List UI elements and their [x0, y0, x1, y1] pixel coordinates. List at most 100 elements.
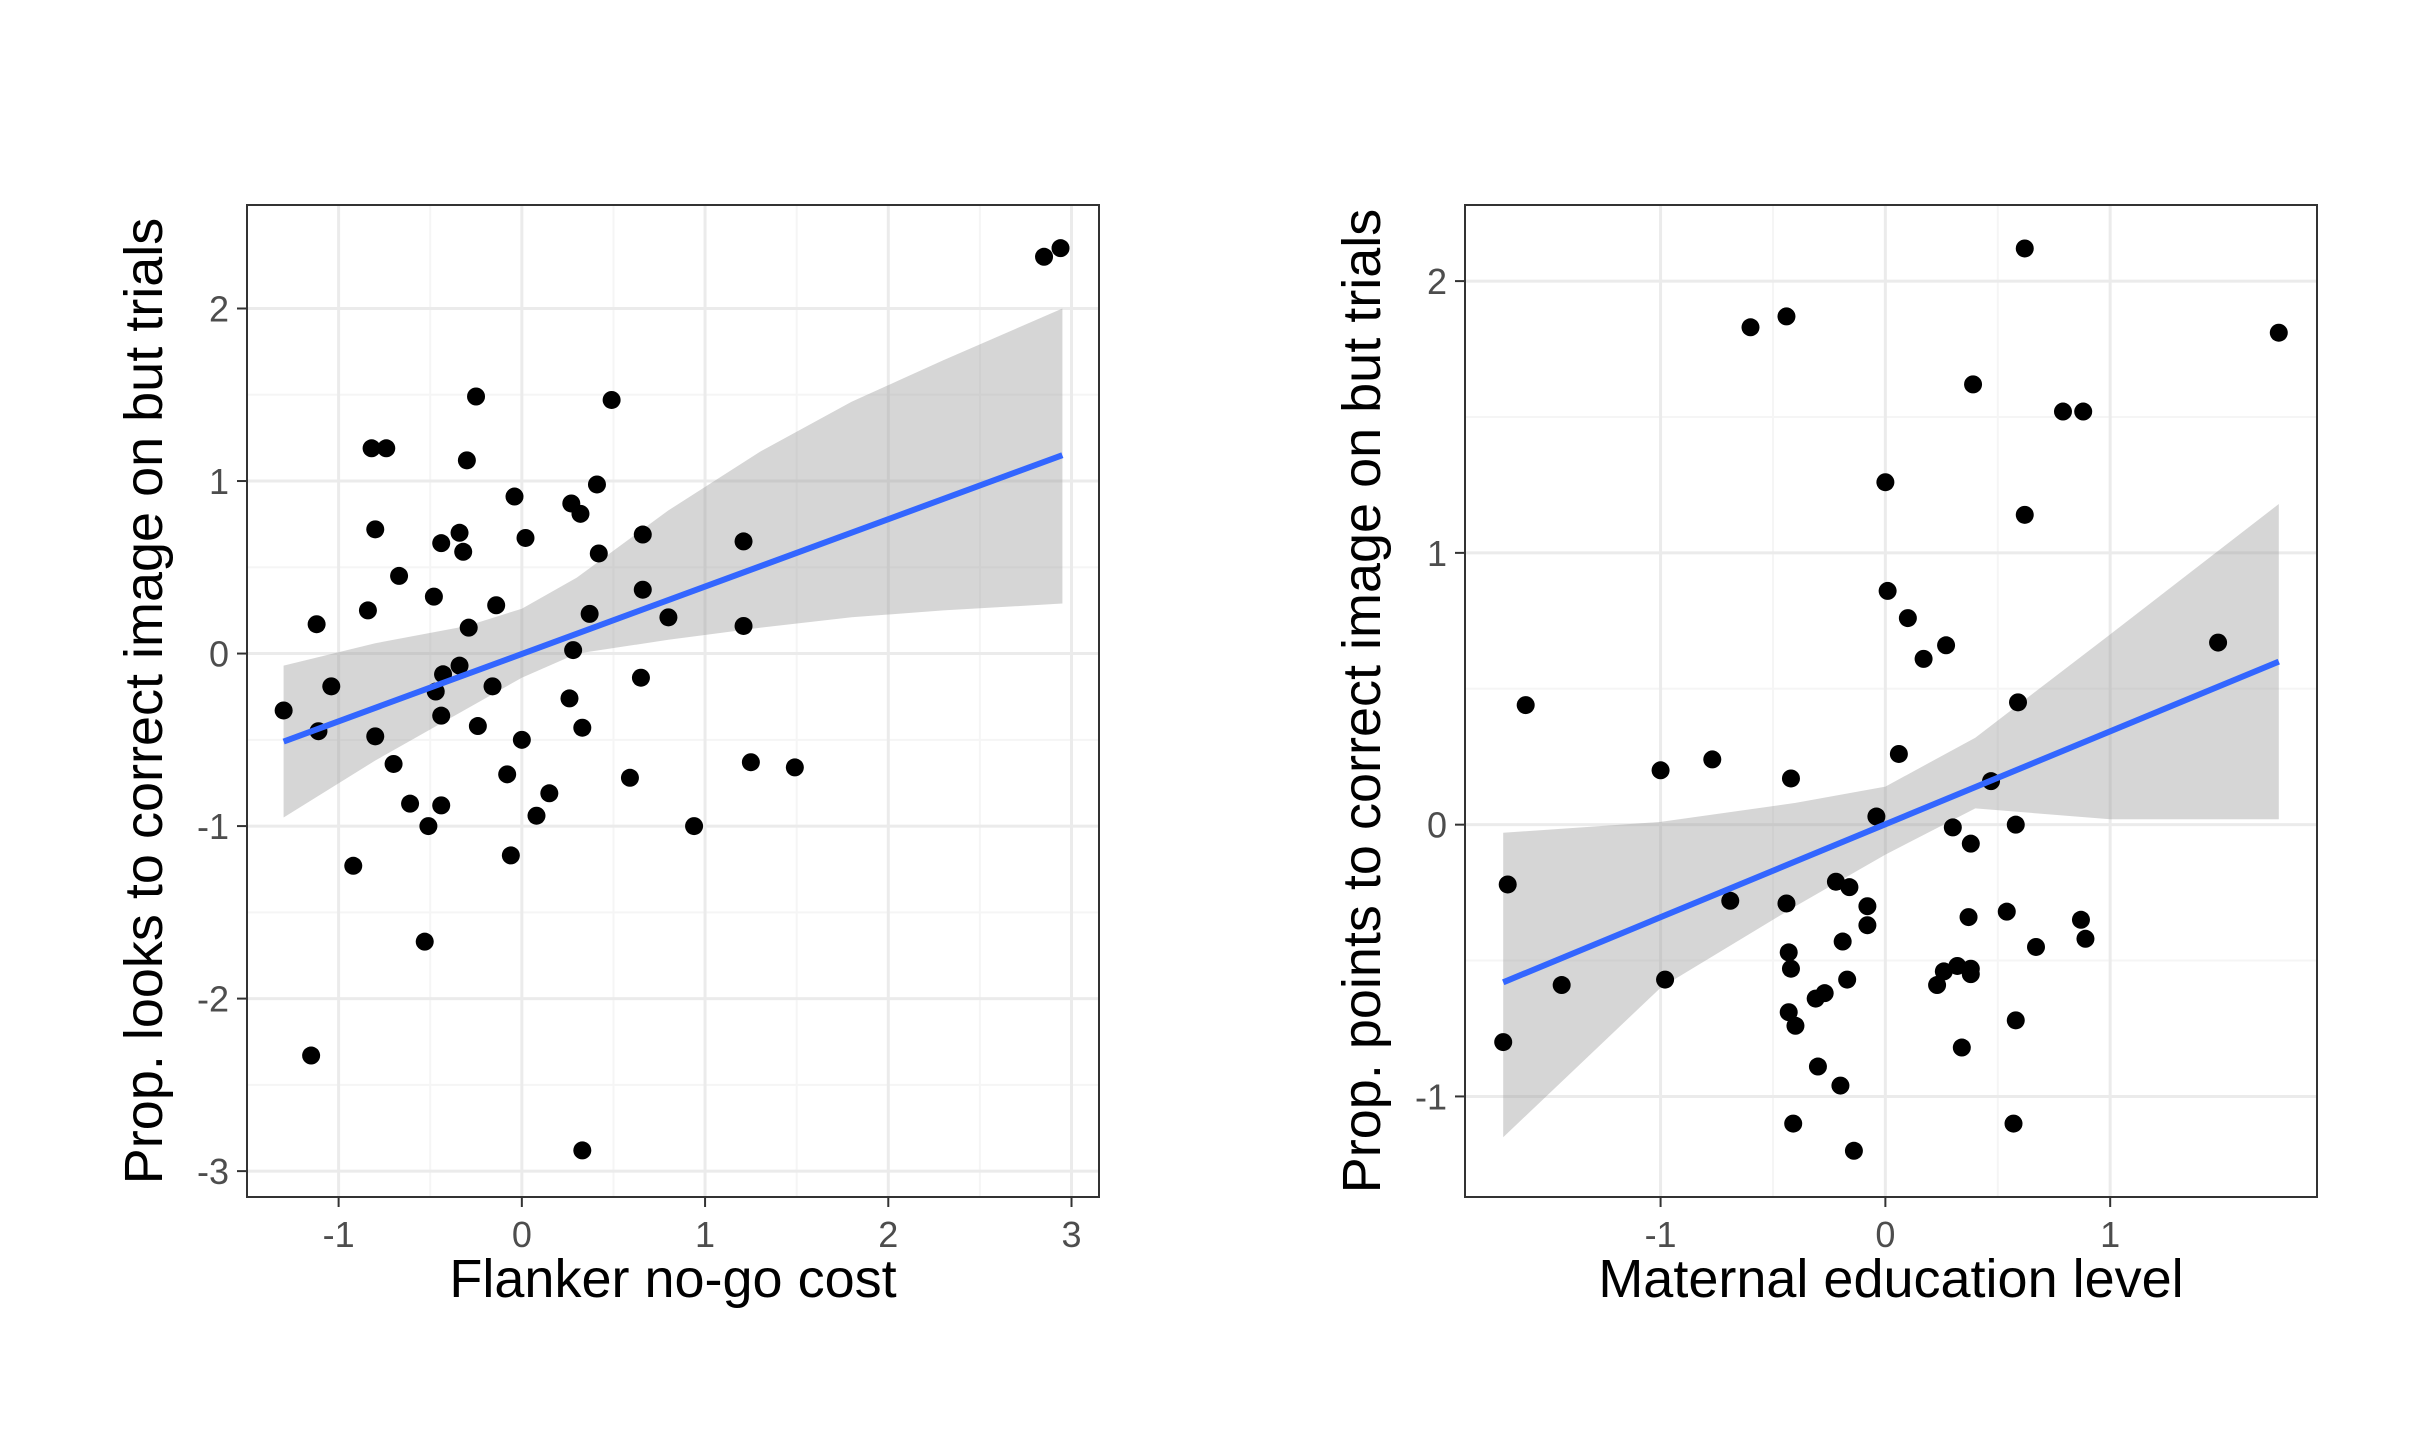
- data-point: [1934, 962, 1953, 981]
- data-point: [483, 677, 502, 696]
- data-point: [560, 689, 579, 708]
- data-point: [580, 604, 599, 623]
- data-point: [432, 796, 451, 815]
- data-point: [1833, 932, 1852, 951]
- x-tick-label: 2: [878, 1214, 898, 1255]
- data-point: [1786, 1016, 1805, 1035]
- data-point: [1779, 943, 1798, 962]
- data-point: [1826, 872, 1845, 891]
- data-point: [685, 817, 704, 836]
- data-point: [1831, 1076, 1850, 1095]
- data-point: [1840, 878, 1859, 897]
- data-point: [487, 596, 506, 615]
- data-point: [1858, 916, 1877, 935]
- y-axis-title: Prop. points to correct image on but tri…: [1332, 209, 1392, 1193]
- data-point: [1808, 1057, 1827, 1076]
- confidence-band: [283, 308, 1063, 818]
- data-point: [1781, 959, 1800, 978]
- data-point: [1777, 894, 1796, 913]
- data-point: [1721, 891, 1740, 910]
- data-point: [1943, 818, 1962, 837]
- data-point: [1844, 1141, 1863, 1160]
- data-point: [1781, 769, 1800, 788]
- x-tick-label: 1: [2100, 1214, 2120, 1255]
- data-point: [1656, 970, 1675, 989]
- data-point: [1838, 970, 1857, 989]
- x-tick-label: 0: [1875, 1214, 1895, 1255]
- data-point: [358, 601, 377, 620]
- data-point: [516, 528, 535, 547]
- data-point: [1703, 750, 1722, 769]
- y-tick-label: -2: [197, 979, 229, 1020]
- data-point: [741, 753, 760, 772]
- data-point: [454, 542, 473, 561]
- data-point: [573, 718, 592, 737]
- data-point: [401, 794, 420, 813]
- y-tick-label: -3: [197, 1151, 229, 1192]
- data-point: [1867, 807, 1886, 826]
- data-point: [2071, 910, 2090, 929]
- y-tick-label: 0: [209, 634, 229, 675]
- data-point: [587, 475, 606, 494]
- data-point: [384, 754, 403, 773]
- regression-line: [282, 452, 1064, 745]
- data-point: [1815, 984, 1834, 1003]
- x-axis-title: Flanker no-go cost: [449, 1249, 896, 1309]
- data-point: [1777, 307, 1796, 326]
- data-point: [459, 618, 478, 637]
- y-axis-title: Prop. looks to correct image on but tria…: [114, 218, 174, 1184]
- y-tick-label: 0: [1427, 805, 1447, 846]
- panel-border: [246, 204, 1100, 1198]
- data-point: [366, 727, 385, 746]
- data-point: [631, 668, 650, 687]
- data-point: [1889, 744, 1908, 763]
- data-point: [2015, 505, 2034, 524]
- data-point: [501, 846, 520, 865]
- data-point: [785, 758, 804, 777]
- data-point: [2009, 693, 2028, 712]
- data-point: [2004, 1114, 2023, 1133]
- y-tick-label: 2: [1427, 261, 1447, 302]
- data-point: [1858, 897, 1877, 916]
- data-point: [2269, 323, 2288, 342]
- data-point: [564, 641, 583, 660]
- x-tick-label: 3: [1062, 1214, 1082, 1255]
- data-point: [573, 1141, 592, 1160]
- data-point: [432, 706, 451, 725]
- data-point: [274, 701, 293, 720]
- data-point: [512, 730, 531, 749]
- data-point: [1876, 473, 1895, 492]
- data-point: [2006, 815, 2025, 834]
- data-point: [633, 525, 652, 544]
- data-point: [1961, 959, 1980, 978]
- data-point: [498, 765, 517, 784]
- data-point: [390, 566, 409, 585]
- y-tick-label: 1: [1427, 533, 1447, 574]
- data-point: [1035, 247, 1054, 266]
- data-point: [1741, 318, 1760, 337]
- data-point: [467, 387, 486, 406]
- data-point: [302, 1046, 321, 1065]
- data-point: [377, 439, 396, 458]
- data-point: [362, 439, 381, 458]
- data-point: [2076, 929, 2095, 948]
- data-point: [1878, 581, 1897, 600]
- x-tick-label: -1: [323, 1214, 355, 1255]
- data-point: [1784, 1114, 1803, 1133]
- data-point: [307, 615, 326, 634]
- data-point: [432, 534, 451, 553]
- data-point: [659, 608, 678, 627]
- data-point: [589, 544, 608, 563]
- data-point: [2053, 402, 2072, 421]
- panel-border: [1464, 204, 2318, 1198]
- data-point: [468, 717, 487, 736]
- regression-line: [1502, 658, 2280, 986]
- x-axis-title: Maternal education level: [1598, 1249, 2183, 1309]
- data-point: [419, 817, 438, 836]
- x-tick-label: -1: [1645, 1214, 1677, 1255]
- data-point: [527, 806, 546, 825]
- data-point: [2074, 402, 2093, 421]
- data-point: [322, 677, 341, 696]
